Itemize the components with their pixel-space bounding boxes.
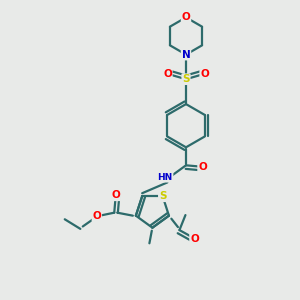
Text: O: O (198, 162, 207, 172)
Text: HN: HN (158, 173, 172, 182)
Text: O: O (111, 190, 120, 200)
Text: O: O (190, 234, 199, 244)
Text: S: S (182, 74, 190, 84)
Text: S: S (159, 191, 166, 201)
Text: N: N (182, 50, 190, 60)
Text: O: O (182, 12, 190, 22)
Text: O: O (92, 211, 101, 221)
Text: O: O (200, 69, 209, 79)
Text: O: O (163, 69, 172, 79)
